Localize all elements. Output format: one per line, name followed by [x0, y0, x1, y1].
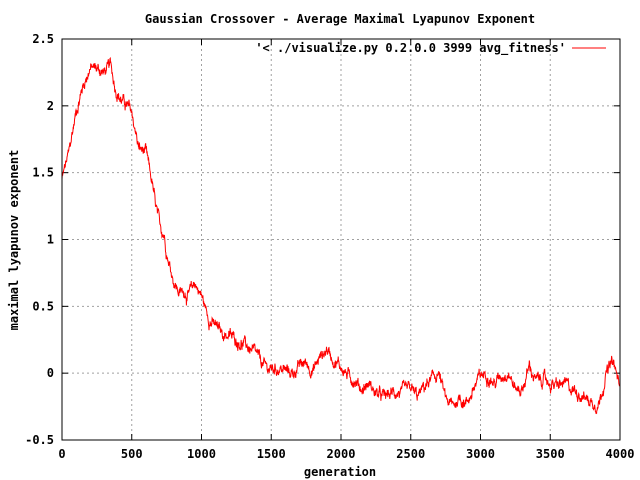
y-tick-labels: -0.5 0 0.5 1 1.5 2 2.5 [25, 32, 54, 447]
x-tick-label: 500 [121, 447, 143, 461]
y-axis-label: maximal lyapunov exponent [7, 150, 21, 331]
x-tick-label: 4000 [606, 447, 635, 461]
legend: '< ./visualize.py 0.2.0.0 3999 avg_fitne… [255, 41, 606, 56]
y-tick-label: 2.5 [32, 32, 54, 46]
plot-frame [61, 38, 621, 441]
y-tick-label: 0.5 [32, 299, 54, 313]
chart-title: Gaussian Crossover - Average Maximal Lya… [145, 12, 535, 26]
x-tick-label: 3000 [466, 447, 495, 461]
x-tick-label: 0 [58, 447, 65, 461]
x-tick-label: 1000 [187, 447, 216, 461]
series-layer [61, 57, 621, 415]
series-line [61, 57, 621, 415]
legend-label: '< ./visualize.py 0.2.0.0 3999 avg_fitne… [255, 41, 566, 56]
x-tick-label: 2000 [327, 447, 356, 461]
y-tick-label: -0.5 [25, 433, 54, 447]
x-tick-labels: 0 500 1000 1500 2000 2500 3000 3500 4000 [58, 447, 634, 461]
x-tick-label: 3500 [536, 447, 565, 461]
y-tick-label: 1.5 [32, 166, 54, 180]
x-axis-label: generation [304, 465, 376, 479]
y-tick-label: 1 [47, 233, 54, 247]
y-tick-label: 2 [47, 99, 54, 113]
x-tick-label: 1500 [257, 447, 286, 461]
x-tick-label: 2500 [396, 447, 425, 461]
y-tick-label: 0 [47, 366, 54, 380]
